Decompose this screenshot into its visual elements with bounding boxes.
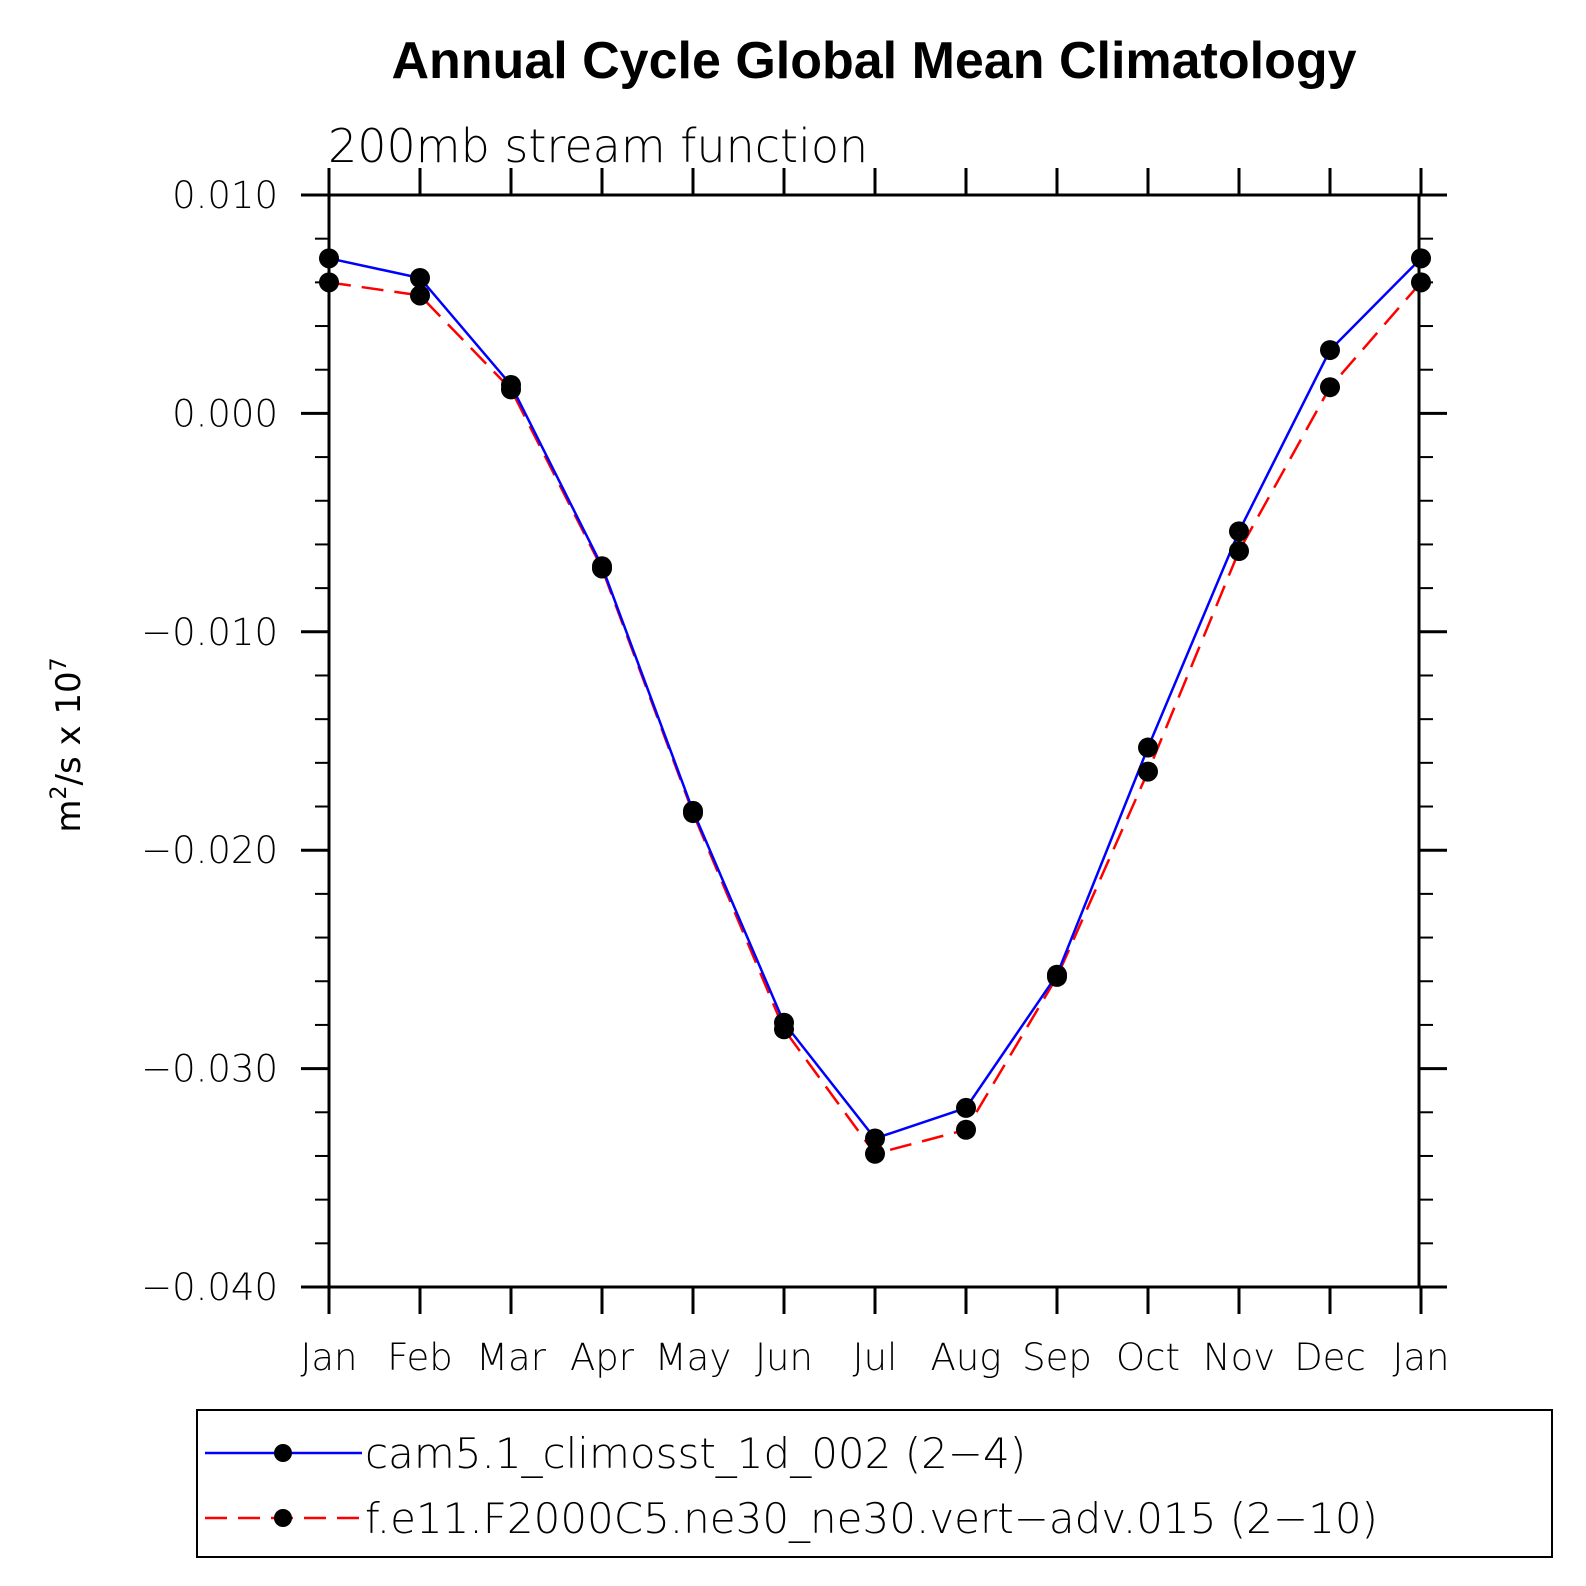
- chart-subtitle: 200mb stream function: [328, 119, 868, 173]
- data-point-series-2: [1320, 377, 1340, 398]
- data-point-series-1: [683, 800, 703, 821]
- data-point-series-1: [501, 375, 521, 396]
- series-group: [319, 248, 1431, 1164]
- y-tick-label: −0.030: [141, 1048, 278, 1091]
- x-tick-label: Apr: [570, 1336, 635, 1379]
- y-tick-label: −0.020: [141, 829, 278, 872]
- svg-text:m2/s x 107: m2/s x 107: [47, 657, 89, 832]
- y-axis-label-sup2: 7: [47, 657, 72, 671]
- data-point-series-2: [1411, 272, 1431, 293]
- x-tick-labels: Jan Feb Mar Apr May Jun Jul Aug Sep Oct Nov Dec Jan: [300, 1336, 1449, 1379]
- data-point-series-2: [319, 272, 339, 293]
- x-tick-label: Aug: [931, 1336, 1002, 1379]
- legend-label-series-1: cam5.1_climosst_1d_002 (2−4): [365, 1429, 1026, 1478]
- x-tick-label: May: [655, 1336, 732, 1379]
- y-tick-label: −0.010: [141, 611, 278, 654]
- y-axis-label-mid: /s x 10: [49, 671, 89, 785]
- legend-marker-series-2: [274, 1509, 292, 1527]
- data-point-series-1: [1047, 964, 1067, 985]
- series-line-2: [328, 281, 1422, 1156]
- data-point-series-2: [865, 1143, 885, 1164]
- data-point-series-1: [1229, 521, 1249, 542]
- data-point-series-1: [410, 267, 430, 288]
- y-axis-label-sup1: 2: [47, 786, 72, 800]
- x-tick-label: Nov: [1203, 1336, 1275, 1379]
- data-point-series-1: [865, 1128, 885, 1149]
- legend-box: [196, 1409, 1553, 1558]
- data-point-series-1: [319, 248, 339, 269]
- y-axis-label-base: m: [49, 800, 89, 833]
- x-tick-label: Jun: [755, 1336, 813, 1379]
- legend: cam5.1_climosst_1d_002 (2−4) f.e11.F2000…: [196, 1409, 1553, 1558]
- data-point-series-2: [1138, 761, 1158, 782]
- data-point-series-1: [774, 1012, 794, 1033]
- y-tick-label: −0.040: [141, 1266, 278, 1309]
- data-point-series-1: [1138, 737, 1158, 758]
- x-tick-label: Dec: [1294, 1336, 1366, 1379]
- x-tick-label: Mar: [476, 1336, 547, 1379]
- x-tick-label: Jul: [853, 1336, 898, 1379]
- data-point-series-1: [592, 556, 612, 577]
- plot-frame: [327, 193, 1421, 1289]
- data-point-series-2: [956, 1119, 976, 1140]
- legend-marker-series-1: [274, 1444, 292, 1462]
- y-tick-label: 0.000: [172, 392, 278, 435]
- data-point-series-2: [1229, 540, 1249, 561]
- data-point-series-1: [1320, 340, 1340, 361]
- x-tick-label: Feb: [387, 1336, 453, 1379]
- chart-title: Annual Cycle Global Mean Climatology: [391, 32, 1356, 90]
- x-tick-label: Jan: [300, 1336, 357, 1379]
- x-tick-label: Oct: [1116, 1336, 1180, 1379]
- series-line-1: [328, 257, 1422, 1140]
- x-tick-label: Jan: [1392, 1336, 1449, 1379]
- y-axis-label: m2/s x 107: [47, 657, 89, 832]
- data-point-series-1: [1411, 248, 1431, 269]
- legend-label-series-2: f.e11.F2000C5.ne30_ne30.vert−adv.015 (2−…: [365, 1494, 1378, 1543]
- x-tick-label: Sep: [1022, 1336, 1092, 1379]
- y-tick-label: 0.010: [172, 174, 278, 217]
- data-point-series-1: [956, 1097, 976, 1118]
- y-tick-labels: 0.010 0.000 −0.010 −0.020 −0.030 −0.040: [141, 174, 278, 1309]
- data-point-series-2: [410, 285, 430, 306]
